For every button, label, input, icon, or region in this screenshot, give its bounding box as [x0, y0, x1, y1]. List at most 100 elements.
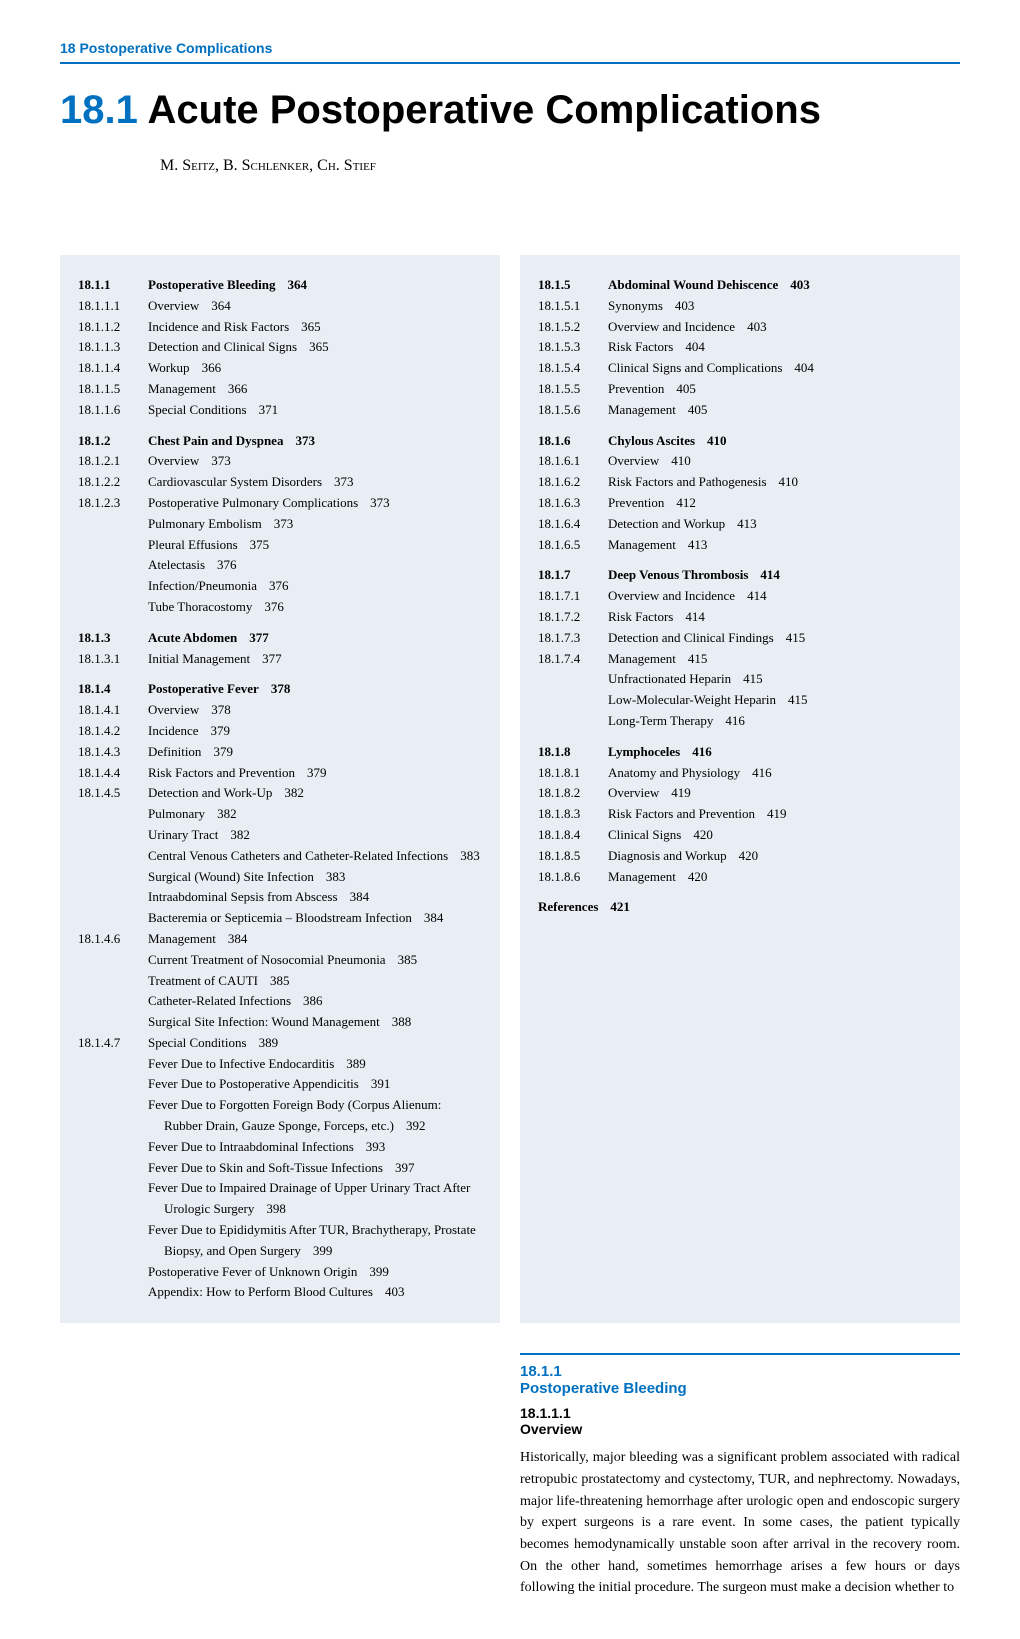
toc-row: 18.1.4.2Incidence379: [78, 721, 482, 742]
toc-row: 18.1.2Chest Pain and Dyspnea373: [78, 431, 482, 452]
toc-entry-page: 420: [688, 869, 708, 884]
toc-entry-text: Chest Pain and Dyspnea373: [148, 431, 482, 452]
toc-row: Current Treatment of Nosocomial Pneumoni…: [78, 950, 482, 971]
toc-entry-text: Pleural Effusions375: [148, 535, 482, 556]
toc-entry-text: Management413: [608, 535, 942, 556]
toc-row: 18.1.5Abdominal Wound Dehiscence403: [538, 275, 942, 296]
toc-row: 18.1.6.2Risk Factors and Pathogenesis410: [538, 472, 942, 493]
toc-entry-text: Fever Due to Forgotten Foreign Body (Cor…: [148, 1095, 482, 1137]
toc-entry-page: 375: [250, 537, 270, 552]
toc-row: 18.1.1.2Incidence and Risk Factors365: [78, 317, 482, 338]
toc-entry-text: Overview373: [148, 451, 482, 472]
toc-entry-page: 415: [786, 630, 806, 645]
toc-entry-page: 403: [790, 277, 810, 292]
toc-entry-page: 378: [211, 702, 231, 717]
toc-entry-number: 18.1.4.1: [78, 700, 148, 721]
toc-entry-number: 18.1.6.1: [538, 451, 608, 472]
toc-entry-text: Fever Due to Skin and Soft-Tissue Infect…: [148, 1158, 482, 1179]
toc-entry-page: 416: [752, 765, 772, 780]
toc-entry-page: 405: [676, 381, 696, 396]
toc-row: 18.1.4.5Detection and Work-Up382: [78, 783, 482, 804]
toc-entry-text: Surgical (Wound) Site Infection383: [148, 867, 482, 888]
toc-entry-text: Initial Management377: [148, 649, 482, 670]
toc-entry-text: Fever Due to Postoperative Appendicitis3…: [148, 1074, 482, 1095]
toc-entry-page: 403: [675, 298, 695, 313]
toc-row: Tube Thoracostomy376: [78, 597, 482, 618]
toc-row: 18.1.7Deep Venous Thrombosis414: [538, 565, 942, 586]
toc-entry-number: 18.1.8.1: [538, 763, 608, 784]
toc-entry-text: Overview419: [608, 783, 942, 804]
toc-entry-page: 373: [211, 453, 231, 468]
toc-entry-text: Risk Factors414: [608, 607, 942, 628]
toc-left-column: 18.1.1Postoperative Bleeding36418.1.1.1O…: [60, 255, 500, 1323]
toc-entry-number: 18.1.6.3: [538, 493, 608, 514]
toc-row: 18.1.8.1Anatomy and Physiology416: [538, 763, 942, 784]
toc-entry-text: Synonyms403: [608, 296, 942, 317]
toc-entry-text: Prevention412: [608, 493, 942, 514]
toc-entry-page: 410: [707, 433, 727, 448]
toc-entry-text: Infection/Pneumonia376: [148, 576, 482, 597]
toc-row: 18.1.2.1Overview373: [78, 451, 482, 472]
toc-spacer: [538, 555, 942, 565]
section-divider: [520, 1353, 960, 1355]
body-text: Historically, major bleeding was a signi…: [520, 1447, 960, 1599]
toc-entry-number: 18.1.7.2: [538, 607, 608, 628]
toc-entry-page: 376: [217, 557, 237, 572]
page-header: 18 Postoperative Complications: [60, 40, 960, 64]
body-left-spacer: [60, 1353, 500, 1599]
toc-row: 18.1.8Lymphoceles416: [538, 742, 942, 763]
toc-entry-number: 18.1.1.1: [78, 296, 148, 317]
toc-entry-page: 379: [211, 723, 231, 738]
toc-entry-text: Anatomy and Physiology416: [608, 763, 942, 784]
toc-row: Intraabdominal Sepsis from Abscess384: [78, 887, 482, 908]
toc-entry-page: 373: [370, 495, 390, 510]
toc-entry-text: Clinical Signs420: [608, 825, 942, 846]
toc-entry-page: 414: [747, 588, 767, 603]
toc-entry-text: Postoperative Bleeding364: [148, 275, 482, 296]
toc-entry-page: 373: [334, 474, 354, 489]
toc-entry-page: 379: [213, 744, 233, 759]
toc-row: Long-Term Therapy416: [538, 711, 942, 732]
toc-entry-text: Low-Molecular-Weight Heparin415: [608, 690, 942, 711]
toc-row: Fever Due to Infective Endocarditis389: [78, 1054, 482, 1075]
toc-entry-number: 18.1.4.2: [78, 721, 148, 742]
toc-entry-number: 18.1.1.2: [78, 317, 148, 338]
toc-row: 18.1.7.2Risk Factors414: [538, 607, 942, 628]
toc-entry-page: 416: [725, 713, 745, 728]
toc-entry-text: Management405: [608, 400, 942, 421]
toc-entry-number: 18.1.8.4: [538, 825, 608, 846]
toc-row: 18.1.5.5Prevention405: [538, 379, 942, 400]
toc-entry-number: 18.1.8.2: [538, 783, 608, 804]
toc-row: 18.1.1.5Management366: [78, 379, 482, 400]
toc-entry-page: 419: [767, 806, 787, 821]
toc-entry-text: Overview410: [608, 451, 942, 472]
toc-entry-text: Tube Thoracostomy376: [148, 597, 482, 618]
toc-entry-page: 419: [671, 785, 691, 800]
toc-entry-page: 377: [249, 630, 269, 645]
toc-row: 18.1.1.4Workup366: [78, 358, 482, 379]
toc-spacer: [78, 618, 482, 628]
toc-entry-text: Pulmonary382: [148, 804, 482, 825]
toc-entry-page: 389: [346, 1056, 366, 1071]
toc-entry-number: 18.1.7.3: [538, 628, 608, 649]
section-title: Postoperative Bleeding: [520, 1380, 960, 1397]
toc-entry-page: 413: [737, 516, 757, 531]
toc-entry-text: Risk Factors and Prevention419: [608, 804, 942, 825]
toc-entry-text: Incidence and Risk Factors365: [148, 317, 482, 338]
toc-entry-text: Risk Factors and Prevention379: [148, 763, 482, 784]
toc-entry-number: 18.1.7.1: [538, 586, 608, 607]
toc-row: Bacteremia or Septicemia – Bloodstream I…: [78, 908, 482, 929]
references-row: References 421: [538, 897, 942, 918]
toc-entry-page: 385: [270, 973, 290, 988]
toc-entry-page: 403: [747, 319, 767, 334]
toc-row: 18.1.8.5Diagnosis and Workup420: [538, 846, 942, 867]
toc-entry-number: 18.1.1.5: [78, 379, 148, 400]
toc-entry-text: Postoperative Fever of Unknown Origin399: [148, 1262, 482, 1283]
toc-entry-page: 416: [692, 744, 712, 759]
toc-entry-page: 413: [688, 537, 708, 552]
toc-entry-text: Management384: [148, 929, 482, 950]
toc-entry-number: 18.1.4.7: [78, 1033, 148, 1054]
toc-row: Pulmonary382: [78, 804, 482, 825]
toc-entry-text: Current Treatment of Nosocomial Pneumoni…: [148, 950, 482, 971]
toc-entry-text: Clinical Signs and Complications404: [608, 358, 942, 379]
